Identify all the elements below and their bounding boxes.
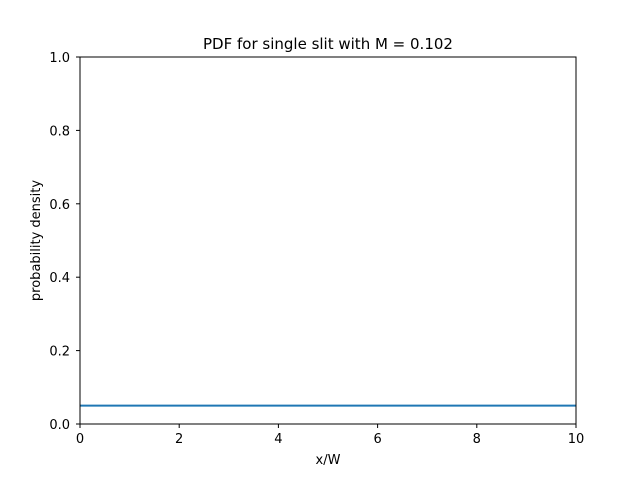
- y-tick-label: 0.0: [49, 418, 70, 433]
- y-tick-label: 0.4: [49, 271, 70, 286]
- x-tick-label: 8: [473, 432, 481, 447]
- x-axis-ticks: 0 2 4 6 8 10: [76, 424, 584, 447]
- y-tick-label: 0.8: [49, 124, 70, 139]
- y-tick-label: 0.6: [49, 198, 70, 213]
- x-tick-label: 2: [175, 432, 183, 447]
- y-tick-label: 0.2: [49, 345, 70, 360]
- x-tick-label: 10: [568, 432, 585, 447]
- plot-frame: [79, 56, 577, 425]
- x-tick-label: 4: [274, 432, 282, 447]
- chart-title: PDF for single slit with M = 0.102: [203, 35, 453, 53]
- y-axis-ticks: 0.0 0.2 0.4 0.6 0.8 1.0: [49, 51, 80, 433]
- y-tick-label: 1.0: [49, 51, 70, 66]
- y-axis-label: probability density: [29, 180, 44, 301]
- x-axis-label: x/W: [316, 453, 341, 468]
- x-tick-label: 0: [76, 432, 84, 447]
- x-tick-label: 6: [373, 432, 381, 447]
